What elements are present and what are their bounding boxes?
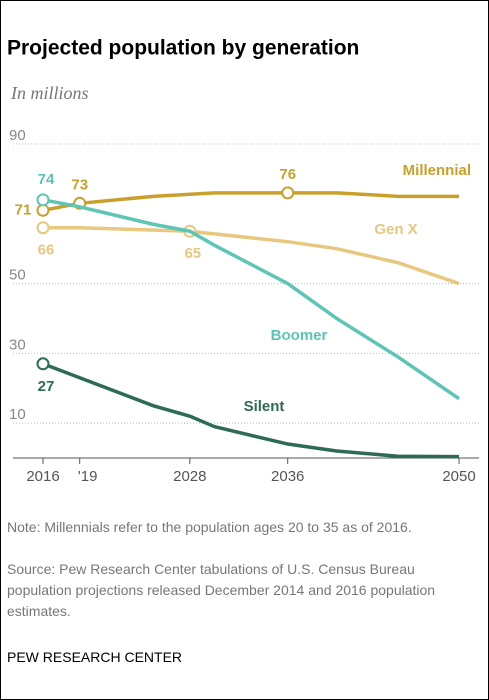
- note: Note: Millennials refer to the populatio…: [7, 519, 412, 535]
- data-label: 65: [184, 245, 201, 262]
- y-tick-label: 30: [9, 336, 26, 353]
- x-tick-label: 2016: [26, 468, 59, 485]
- line: [43, 225, 460, 286]
- x-tick-label: 2036: [271, 468, 304, 485]
- x-tick-label: 2028: [173, 468, 206, 485]
- y-tick-label: 90: [9, 127, 26, 144]
- x-tick-label: 2050: [442, 468, 475, 485]
- point: [36, 357, 50, 371]
- data-label: 74: [38, 171, 55, 188]
- source: Source: Pew Research Center tabulations …: [7, 561, 436, 619]
- series-label: Silent: [244, 398, 285, 415]
- line: [42, 362, 460, 459]
- data-label: 71: [15, 201, 32, 218]
- series-label: Gen X: [374, 221, 417, 238]
- line: [42, 198, 460, 401]
- data-label: 66: [38, 242, 55, 259]
- series-label: Millennial: [403, 162, 471, 179]
- line: [42, 191, 459, 213]
- chart-title: Projected population by generation: [7, 37, 359, 60]
- chart: Projected population by generation In mi…: [7, 37, 479, 485]
- data-label: 73: [71, 176, 88, 193]
- point: [36, 193, 50, 207]
- y-tick-label: 10: [9, 406, 26, 423]
- footer: PEW RESEARCH CENTER: [7, 649, 183, 665]
- x-tick-label: '19: [78, 468, 98, 485]
- data-label: 76: [279, 166, 296, 183]
- point: [281, 186, 295, 200]
- series-label: Boomer: [271, 327, 328, 344]
- subtitle: In millions: [10, 83, 89, 103]
- data-label: 27: [38, 378, 55, 395]
- point: [36, 221, 50, 235]
- point: [36, 203, 50, 217]
- y-tick-label: 50: [9, 267, 26, 284]
